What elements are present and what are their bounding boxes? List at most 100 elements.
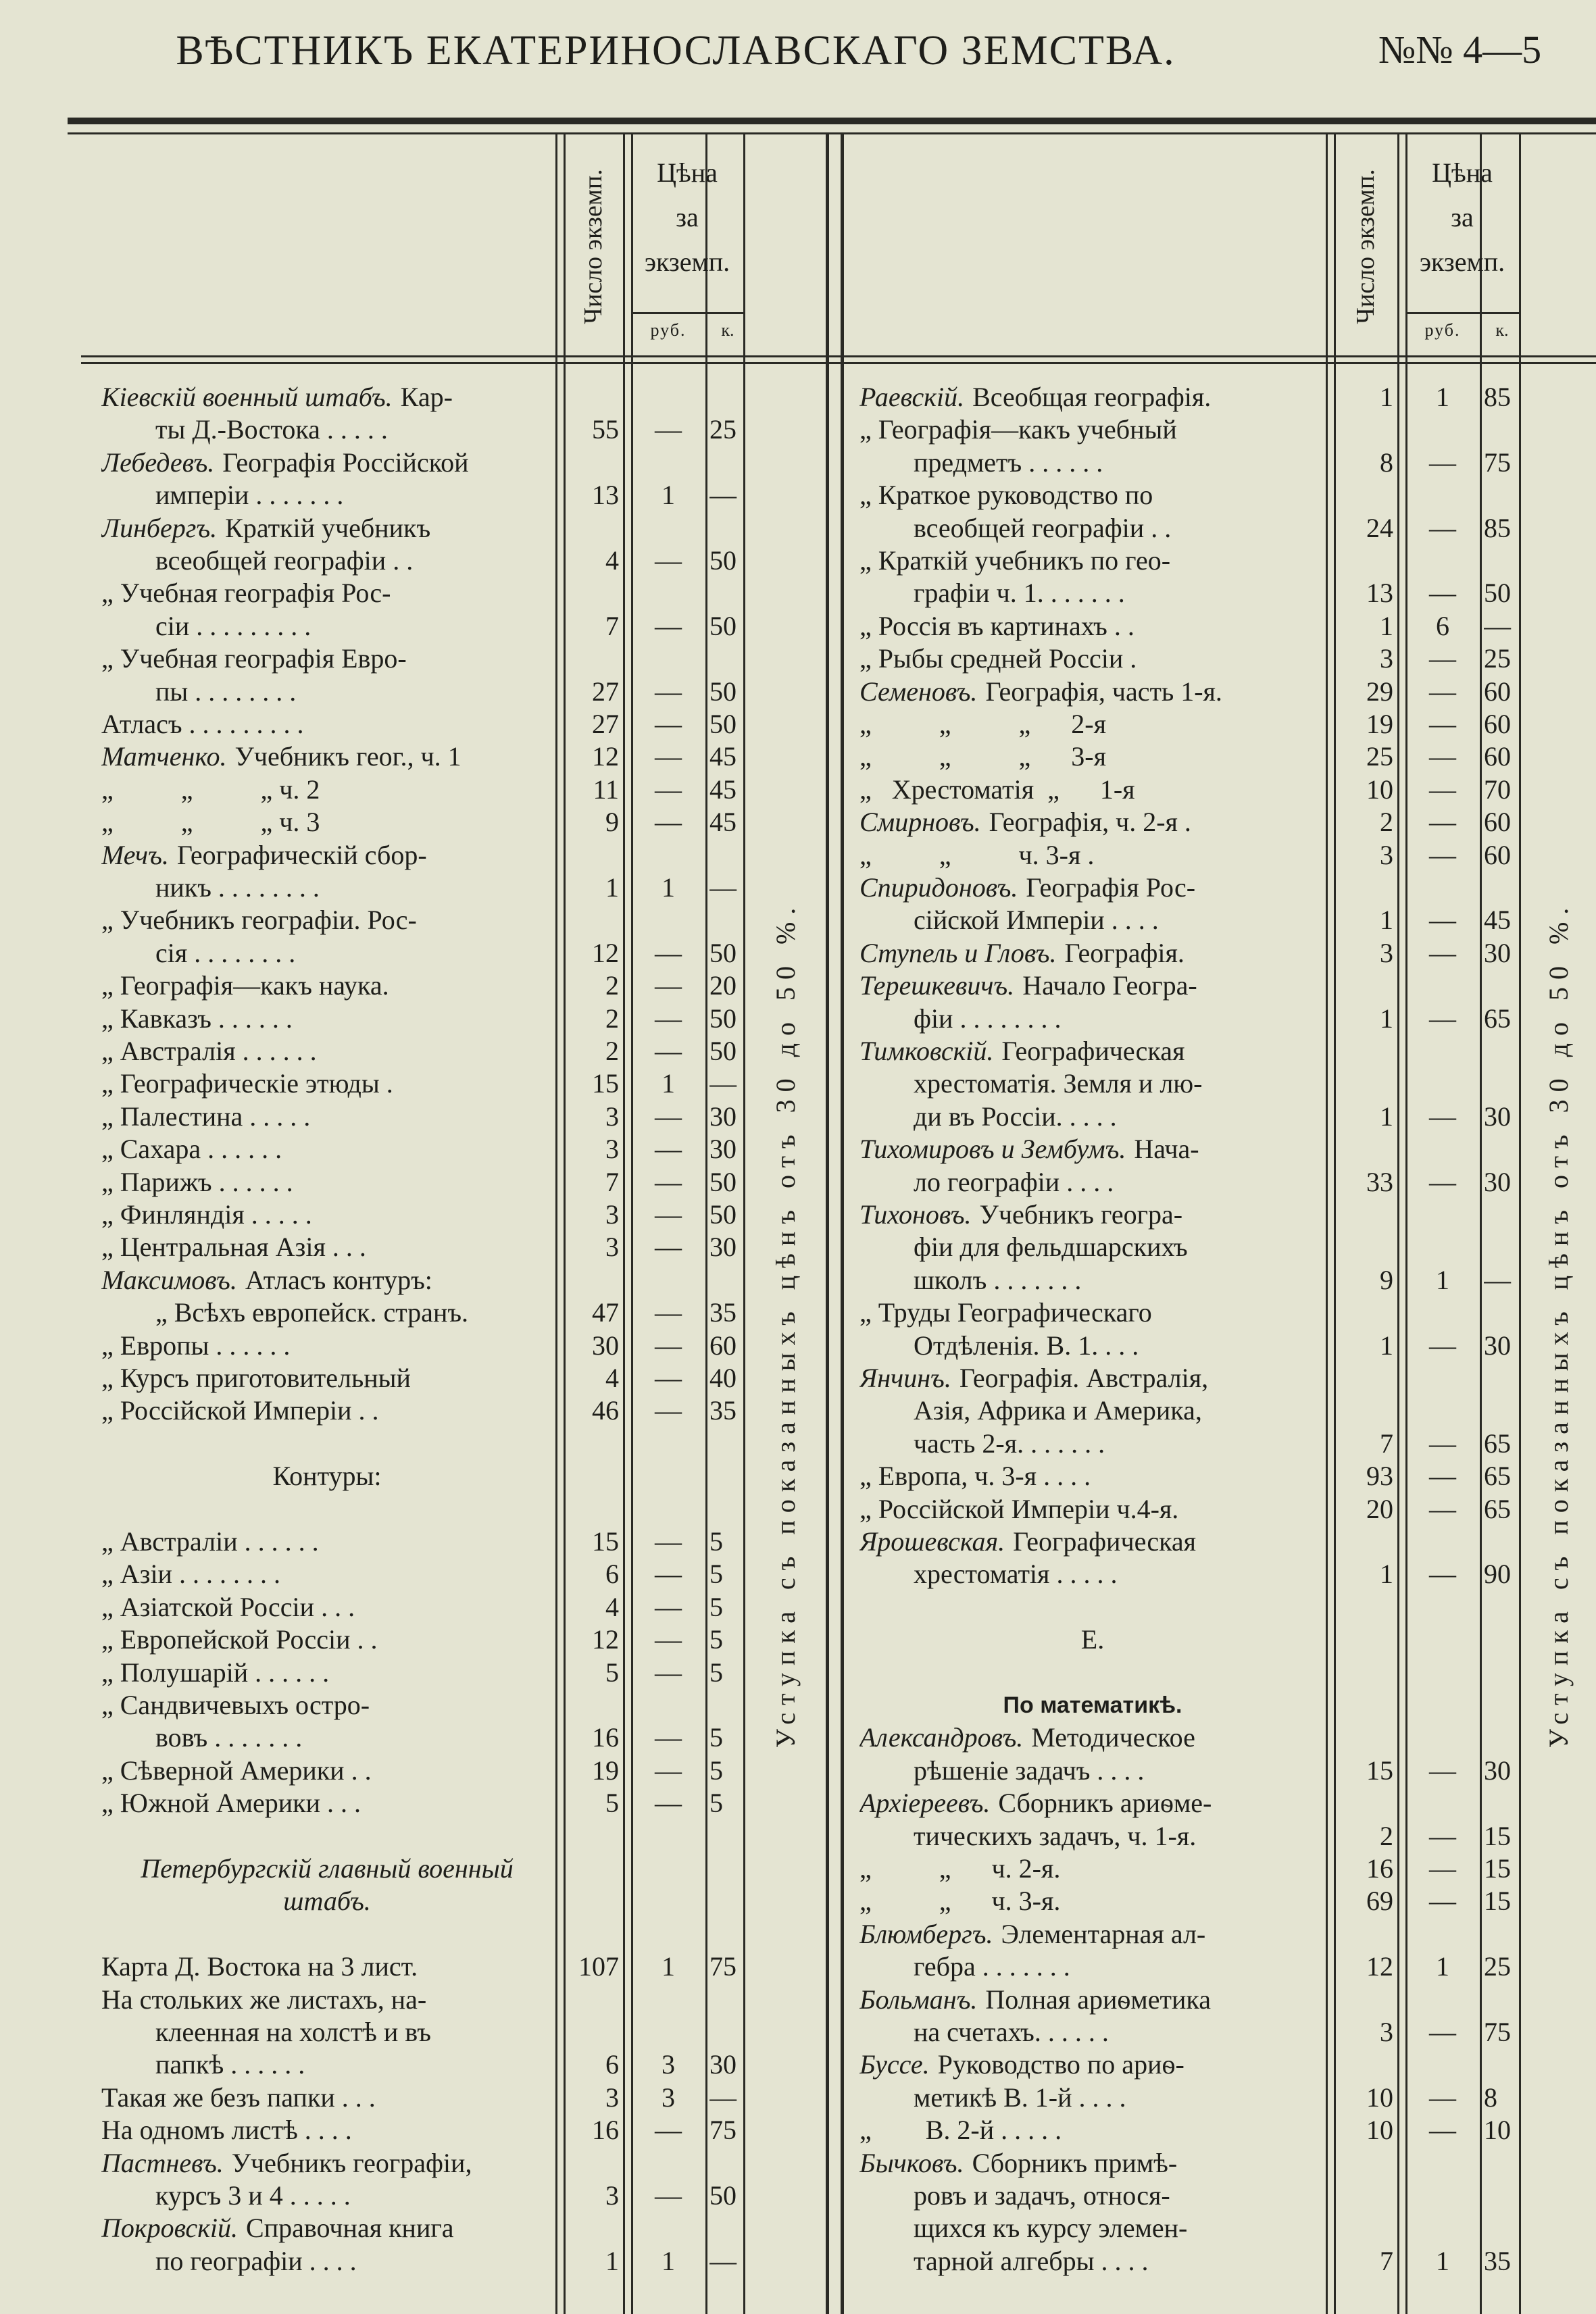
price-rub: — xyxy=(1429,1461,1456,1492)
entry-text: Семеновъ. Географія, часть 1-я. xyxy=(859,676,1326,708)
entry-author: Тихомировъ и Зембумъ. xyxy=(859,1134,1126,1165)
entry-text: графіи ч. 1. . . . . . . xyxy=(914,577,1326,609)
entry-title: Географія Рос- xyxy=(1026,872,1196,903)
copies: 30 xyxy=(592,1330,619,1361)
entry-text: курсъ 3 и 4 . . . . . xyxy=(155,2180,553,2212)
header-price: экземп. xyxy=(644,247,730,277)
entry-title: Географическій сбор- xyxy=(176,839,427,870)
entry-title: клеенная на холстѣ и въ xyxy=(155,2017,431,2047)
header-rub: руб. xyxy=(650,320,687,340)
entry-text: „ „ ч. 3-я . xyxy=(859,839,1326,872)
entry-title: всеобщей географіи . . xyxy=(914,512,1172,543)
price-rub: — xyxy=(1429,1493,1456,1524)
entry-text: „ Труды Географическаго xyxy=(859,1297,1326,1329)
copies: 9 xyxy=(1380,1264,1393,1295)
entry-title: ло географіи . . . . xyxy=(914,1166,1114,1197)
entry-title: „ Финляндія . . . . . xyxy=(101,1199,312,1230)
entry-text: Янчинъ. Географія. Австралія, xyxy=(859,1362,1326,1394)
price-rub: — xyxy=(655,741,682,772)
entry-title: Элементарная ал- xyxy=(1001,1918,1206,1949)
discount-note: Уступка съ показанныхъ цѣнъ отъ 30 до 50… xyxy=(1543,900,1574,1749)
copies: 5 xyxy=(605,1657,619,1688)
entry-title: „ Палестина . . . . . xyxy=(101,1101,311,1132)
entry-text: „ Географія—какъ учебный xyxy=(859,413,1326,446)
entry-author: Ступель и Гловъ. xyxy=(859,937,1057,968)
copies: 1 xyxy=(1380,1330,1393,1361)
entry-text: „ Курсъ приготовительный xyxy=(101,1362,553,1394)
entry-title: „ Географія—какъ наука. xyxy=(101,970,389,1001)
copies: 69 xyxy=(1366,1886,1393,1917)
price-rub: — xyxy=(1429,2115,1456,2146)
copies: 16 xyxy=(592,1722,619,1753)
copies: 4 xyxy=(605,545,619,576)
price-rub: 1 xyxy=(1436,1951,1449,1982)
entry-text: фіи . . . . . . . . xyxy=(914,1003,1326,1035)
price-rub: — xyxy=(1429,2017,1456,2047)
price-rub: — xyxy=(655,970,682,1001)
entry-text: „ Краткій учебникъ по гео- xyxy=(859,545,1326,577)
copies: 2 xyxy=(605,1003,619,1034)
entry-title: Отдѣленія. В. 1. . . . xyxy=(914,1330,1139,1361)
entry-title: Азія, Африка и Америка, xyxy=(914,1395,1202,1426)
price-rub: — xyxy=(655,1003,682,1034)
entry-text: „ Учебникъ географіи. Рос- xyxy=(101,904,553,936)
entry-text: „ Сандвичевыхъ остро- xyxy=(101,1689,553,1721)
entry-text: „ В. 2-й . . . . . xyxy=(859,2114,1326,2146)
copies: 1 xyxy=(605,2245,619,2276)
price-kop: 45 xyxy=(709,741,737,772)
entry-title: Географія, ч. 2-я . xyxy=(989,807,1191,838)
price-kop: 50 xyxy=(709,937,737,968)
entry-title: Начало Геогра- xyxy=(1022,970,1197,1001)
entry-title: На стольких же листахъ, на- xyxy=(101,1984,427,2015)
entry-title: „ Россійской Имперіи ч.4-я. xyxy=(859,1493,1179,1524)
entry-text: На одномъ листѣ . . . . xyxy=(101,2114,553,2146)
entry-title: „ Географическіе этюды . xyxy=(101,1068,393,1099)
price-rub: — xyxy=(1429,1820,1456,1851)
entry-text: всеобщей географіи . . xyxy=(155,545,553,577)
entry-title: „ Учебная географія Евро- xyxy=(101,643,407,674)
price-kop: 90 xyxy=(1484,1559,1511,1590)
section-heading: штабъ. xyxy=(283,1886,371,1917)
entry-title: предметъ . . . . . . xyxy=(914,447,1103,478)
entry-author: Янчинъ. xyxy=(859,1363,951,1393)
entry-title: метикѣ В. 1-й . . . . xyxy=(914,2082,1126,2113)
entry-text: „ Палестина . . . . . xyxy=(101,1101,553,1133)
price-kop: 75 xyxy=(1484,2017,1511,2047)
price-rub: 1 xyxy=(662,480,675,511)
copies: 33 xyxy=(1366,1166,1393,1197)
entry-text: „ Европа, ч. 3-я . . . . xyxy=(859,1460,1326,1492)
price-kop: 60 xyxy=(1484,741,1511,772)
copies: 1 xyxy=(1380,382,1393,412)
entry-text: „ Сахара . . . . . . xyxy=(101,1133,553,1165)
entry-title: Кар- xyxy=(400,382,453,412)
copies: 93 xyxy=(1366,1461,1393,1492)
entry-author: Бычковъ. xyxy=(859,2147,964,2178)
entry-text: тарной алгебры . . . . xyxy=(914,2245,1326,2278)
entry-title: Географія. Австралія, xyxy=(959,1363,1209,1393)
price-kop: 45 xyxy=(1484,905,1511,936)
price-kop: 5 xyxy=(709,1559,723,1590)
copies: 20 xyxy=(1366,1493,1393,1524)
entry-text: „ „ ч. 2-я. xyxy=(859,1853,1326,1885)
entry-title: по географіи . . . . xyxy=(155,2245,357,2276)
copies: 1 xyxy=(1380,610,1393,641)
price-kop: 60 xyxy=(1484,676,1511,707)
price-kop: 75 xyxy=(1484,447,1511,478)
price-kop: 85 xyxy=(1484,382,1511,412)
copies: 15 xyxy=(592,1526,619,1557)
entry-title: фіи . . . . . . . . xyxy=(914,1003,1062,1034)
entry-title: Учебникъ географіи, xyxy=(231,2147,472,2178)
entry-title: „ Всѣхъ европейск. странъ. xyxy=(155,1297,469,1328)
entry-title: Географія Россійской xyxy=(222,447,469,478)
price-rub: — xyxy=(655,1526,682,1557)
price-kop: — xyxy=(709,1068,737,1099)
journal-title: ВѢСТНИКЪ ЕКАТЕРИНОСЛАВСКАГО ЗЕМСТВА. xyxy=(176,28,1176,74)
entry-text: ди въ Россіи. . . . . xyxy=(914,1101,1326,1133)
entry-text: сія . . . . . . . . xyxy=(155,937,553,970)
entry-title: рѣшеніе задачъ . . . . xyxy=(914,1755,1145,1786)
entry-title: ди въ Россіи. . . . . xyxy=(914,1101,1117,1132)
copies: 7 xyxy=(605,1166,619,1197)
price-kop: 60 xyxy=(1484,807,1511,838)
entry-title: „ Краткое руководство по xyxy=(859,480,1153,511)
entry-title: „ „ ч. 3-я. xyxy=(859,1886,1061,1917)
